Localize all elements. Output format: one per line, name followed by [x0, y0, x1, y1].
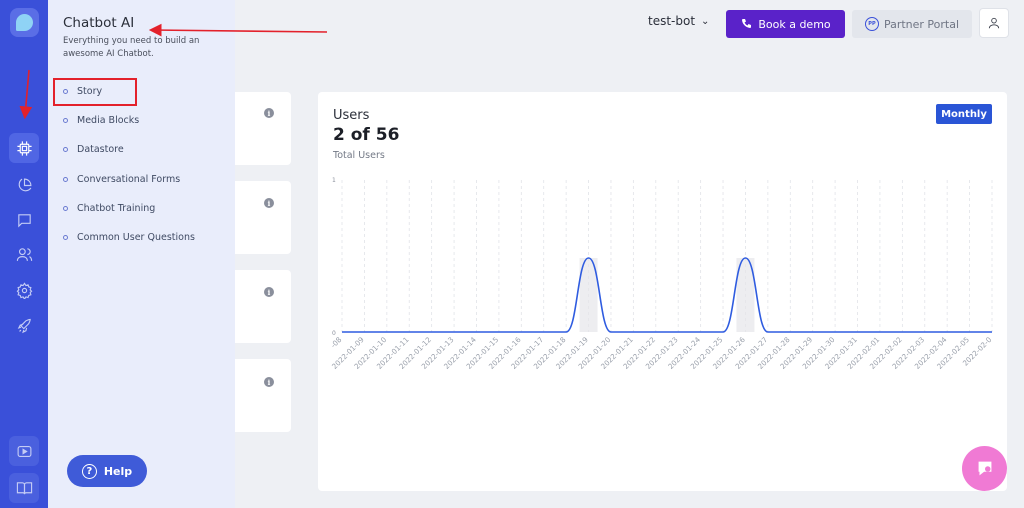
menu-item-story[interactable]: Story	[63, 82, 102, 100]
chatbot-ai-panel: Chatbot AI Everything you need to build …	[48, 0, 235, 508]
icon-rail	[0, 0, 48, 508]
menu-item-label: Media Blocks	[77, 114, 140, 126]
series-line	[341, 257, 992, 333]
user-account-button[interactable]	[979, 8, 1009, 38]
phone-icon	[742, 19, 752, 28]
user-icon	[988, 17, 1000, 29]
rocket-icon[interactable]	[9, 311, 39, 341]
menu-item-label: Story	[77, 85, 103, 97]
users-line-chart: 10-082022-01-092022-01-102022-01-112022-…	[329, 177, 994, 371]
chat-widget-button[interactable]	[962, 446, 1007, 491]
panel-title: Chatbot AI	[63, 15, 135, 31]
book-demo-label: Book a demo	[758, 17, 831, 31]
bullet-icon	[63, 205, 68, 211]
monthly-toggle-button[interactable]: Monthly	[936, 104, 992, 124]
peak-highlight	[579, 258, 598, 332]
help-button[interactable]: ? Help	[67, 455, 147, 487]
partner-portal-label: Partner Portal	[883, 17, 960, 31]
info-icon[interactable]: i	[264, 108, 274, 118]
bullet-icon	[63, 88, 68, 94]
panel-subtitle: Everything you need to build an awesome …	[63, 36, 200, 59]
story-highlight-box	[53, 78, 137, 106]
bullet-icon	[63, 146, 68, 152]
bullet-icon	[63, 176, 68, 182]
bullet-icon	[63, 234, 68, 240]
menu-item-chatbot-training[interactable]: Chatbot Training	[63, 199, 155, 217]
book-icon[interactable]	[9, 473, 39, 503]
menu-item-label: Chatbot Training	[77, 202, 156, 214]
chart-card-label: Users	[333, 108, 370, 123]
peak-highlight	[736, 258, 755, 332]
pie-chart-icon[interactable]	[9, 170, 39, 200]
youtube-icon[interactable]	[9, 436, 39, 466]
chevron-down-icon: ⌄	[701, 15, 710, 27]
users-icon[interactable]	[9, 239, 39, 269]
y-tick-label: 0	[332, 330, 336, 337]
chat-bubble-icon	[978, 461, 991, 475]
x-tick-label: -08	[329, 335, 344, 350]
help-label: Help	[103, 464, 133, 478]
menu-item-label: Datastore	[77, 143, 124, 155]
bot-selector[interactable]: test-bot ⌄	[648, 14, 709, 28]
info-icon[interactable]: i	[264, 198, 274, 208]
menu-item-label: Conversational Forms	[77, 173, 181, 185]
info-icon[interactable]: i	[264, 287, 274, 297]
chart-card-sub: Total Users	[333, 150, 385, 161]
menu-item-datastore[interactable]: Datastore	[63, 140, 124, 158]
book-demo-button[interactable]: Book a demo	[726, 10, 845, 38]
bullet-icon	[63, 117, 68, 123]
partner-portal-button[interactable]: PP Partner Portal	[852, 10, 972, 38]
users-chart-card: Users 2 of 56 Total Users Monthly 1 0 -08 2…	[318, 92, 1007, 491]
chart-card-value: 2 of 56	[333, 125, 400, 145]
cpu-icon[interactable]	[9, 133, 39, 163]
menu-item-common-user-questions[interactable]: Common User Questions	[63, 228, 195, 246]
chatbot-logo-icon[interactable]	[10, 8, 39, 37]
bot-name: test-bot	[648, 14, 696, 28]
question-icon: ?	[81, 463, 97, 479]
gear-icon[interactable]	[9, 275, 39, 305]
menu-item-media-blocks[interactable]: Media Blocks	[63, 111, 139, 129]
chat-icon[interactable]	[9, 205, 39, 235]
info-icon[interactable]: i	[264, 377, 274, 387]
menu-item-conversational-forms[interactable]: Conversational Forms	[63, 170, 180, 188]
menu-item-label: Common User Questions	[77, 231, 195, 243]
y-tick-label: 1	[332, 177, 336, 184]
partner-logo-icon: PP	[864, 17, 879, 31]
